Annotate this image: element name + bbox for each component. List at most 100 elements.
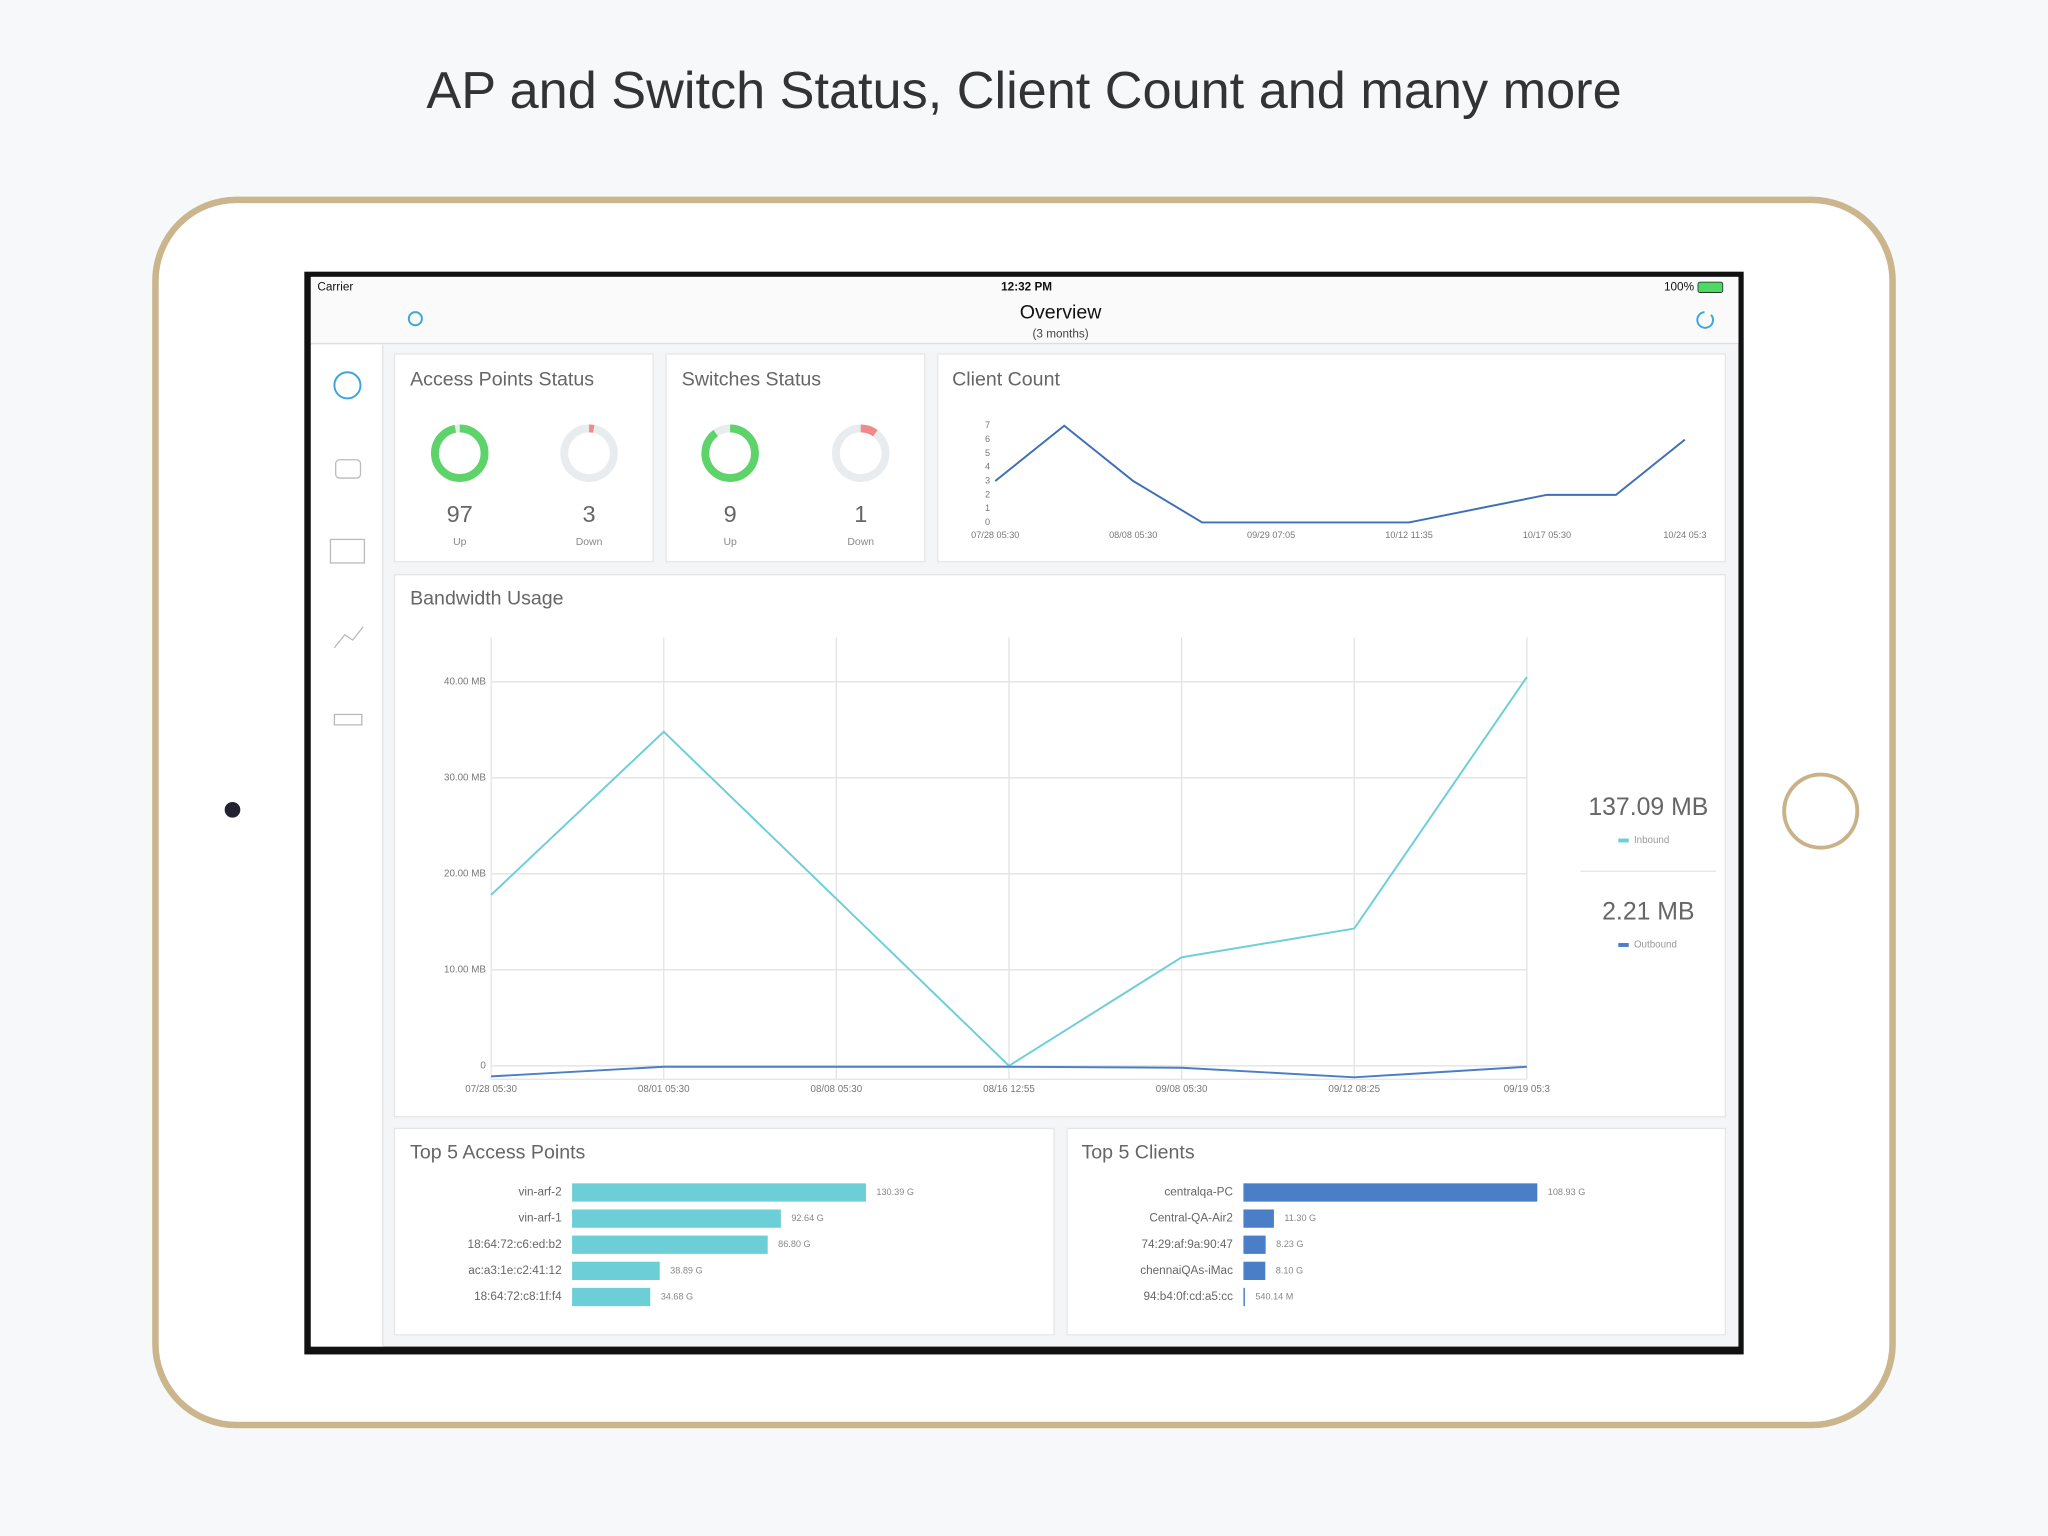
x-tick-label: 08/01 05:30 [638, 1084, 690, 1095]
sidebar-dashboard[interactable] [333, 371, 362, 400]
x-tick-label: 08/08 05:30 [811, 1084, 863, 1095]
nav-title: Overview [1020, 302, 1102, 324]
x-tick-label: 08/16 12:55 [983, 1084, 1035, 1095]
camera [224, 801, 241, 818]
bar-label: centralqa-PC [1164, 1186, 1233, 1199]
x-tick-label: 07/28 05:30 [971, 530, 1019, 540]
y-tick-label: 20.00 MB [444, 868, 486, 879]
bar-label: 18:64:72:c6:ed:b2 [468, 1238, 562, 1251]
bar [1243, 1209, 1274, 1228]
legend-label: Outbound [1634, 940, 1677, 951]
bar-value: 34.68 G [661, 1291, 693, 1301]
card [393, 574, 1727, 1118]
x-tick-label: 07/28 05:30 [465, 1084, 517, 1095]
status-label: Up [453, 537, 467, 548]
card-title: Top 5 Clients [1081, 1141, 1194, 1163]
donut-arc [560, 424, 618, 482]
bar-label: chennaiQAs-iMac [1140, 1264, 1233, 1277]
x-tick-label: 09/12 08:25 [1328, 1084, 1380, 1095]
headline: AP and Switch Status, Client Count and m… [426, 62, 1621, 120]
refresh-button[interactable] [1696, 311, 1714, 329]
donut-arc [701, 424, 759, 482]
y-tick-label: 5 [985, 448, 990, 458]
card [393, 1127, 1055, 1336]
bar-label: 94:b4:0f:cd:a5:cc [1143, 1290, 1233, 1303]
card-title: Top 5 Access Points [410, 1141, 585, 1163]
y-tick-label: 30.00 MB [444, 772, 486, 783]
bar [1243, 1183, 1538, 1202]
y-tick-label: 0 [480, 1060, 486, 1071]
status-label: Down [576, 537, 603, 548]
battery-icon [1697, 281, 1724, 293]
carrier: Carrier [317, 280, 353, 293]
y-tick-label: 10.00 MB [444, 964, 486, 975]
status-label: Down [847, 537, 874, 548]
x-tick-label: 10/12 11:35 [1385, 530, 1433, 540]
home-button[interactable] [1782, 772, 1860, 850]
bar-value: 86.80 G [778, 1239, 810, 1249]
bar-value: 38.89 G [670, 1265, 702, 1275]
x-tick-label: 10/24 05:3 [1663, 530, 1706, 540]
y-tick-label: 4 [985, 462, 990, 472]
clock: 12:32 PM [1001, 280, 1052, 293]
bar [572, 1287, 651, 1307]
status-label: Up [723, 537, 737, 548]
x-tick-label: 09/08 05:30 [1156, 1084, 1208, 1095]
bar-value: 92.64 G [791, 1213, 823, 1223]
status-count: 97 [447, 501, 473, 527]
card [937, 353, 1727, 563]
legend-swatch [1618, 943, 1629, 947]
nav-bar [310, 276, 1739, 344]
x-tick-label: 09/19 05:3 [1504, 1084, 1551, 1095]
y-tick-label: 2 [985, 489, 990, 499]
bar [572, 1183, 866, 1202]
sidebar-reports[interactable] [333, 626, 364, 649]
bar [572, 1209, 781, 1228]
total-value: 137.09 MB [1588, 794, 1708, 821]
bar-label: vin-arf-1 [519, 1212, 562, 1225]
legend-swatch [1618, 838, 1629, 843]
bar-value: 11.30 G [1284, 1213, 1316, 1223]
line-series [491, 1065, 1527, 1079]
sidebar-switches[interactable] [329, 538, 366, 564]
y-tick-label: 40.00 MB [444, 676, 486, 687]
sidebar-access-points[interactable] [335, 459, 362, 479]
x-tick-label: 10/17 05:30 [1523, 530, 1571, 540]
bar-value: 8.10 G [1276, 1265, 1303, 1275]
y-tick-label: 3 [985, 475, 990, 485]
card-title: Access Points Status [410, 368, 594, 390]
bar [572, 1235, 768, 1254]
status-count: 1 [854, 501, 867, 527]
sidebar-rack[interactable] [333, 713, 363, 726]
bar [1243, 1287, 1245, 1307]
bar-label: ac:a3:1e:c2:41:12 [468, 1264, 561, 1277]
settings-button[interactable] [407, 311, 423, 327]
bar-value: 8.23 G [1276, 1239, 1303, 1249]
bar-value: 108.93 G [1548, 1187, 1586, 1197]
card-title: Switches Status [682, 368, 821, 390]
status-count: 9 [724, 501, 737, 527]
bar-label: vin-arf-2 [519, 1186, 562, 1199]
bar-label: 18:64:72:c8:1f:f4 [474, 1290, 562, 1303]
bar-label: 74:29:af:9a:90:47 [1141, 1238, 1232, 1251]
card [1066, 1127, 1727, 1336]
y-tick-label: 1 [985, 503, 990, 513]
bar [572, 1261, 660, 1280]
y-tick-label: 0 [985, 517, 990, 527]
status-count: 3 [583, 501, 596, 527]
sidebar [310, 344, 383, 1347]
x-tick-label: 09/29 07:05 [1247, 530, 1295, 540]
battery-text: 100% [1664, 280, 1695, 293]
bar-value: 130.39 G [876, 1187, 914, 1197]
bar [1243, 1261, 1266, 1280]
card-title: Client Count [952, 368, 1060, 390]
donut-arc [831, 424, 890, 482]
legend-label: Inbound [1634, 835, 1669, 846]
y-tick-label: 7 [985, 420, 990, 430]
bar-label: Central-QA-Air2 [1149, 1212, 1233, 1225]
line-series [994, 424, 1686, 524]
donut-arc [431, 424, 489, 482]
y-tick-label: 6 [985, 434, 990, 444]
bar-value: 540.14 M [1255, 1291, 1293, 1301]
